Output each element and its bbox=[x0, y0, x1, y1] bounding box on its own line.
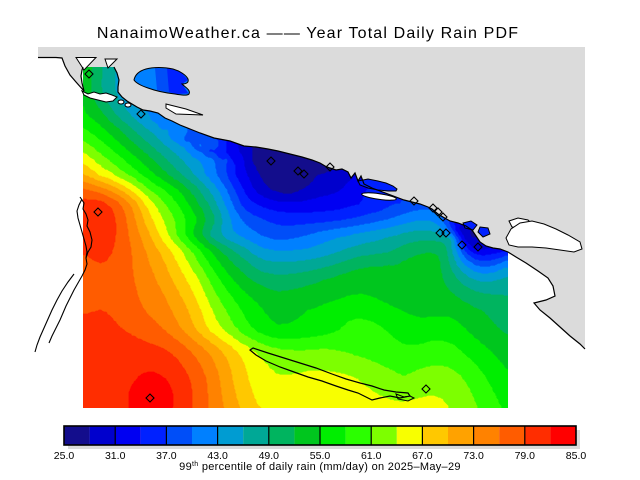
svg-text:55.0: 55.0 bbox=[310, 450, 331, 462]
svg-text:61.0: 61.0 bbox=[361, 450, 382, 462]
svg-text:43.0: 43.0 bbox=[207, 450, 228, 462]
svg-text:79.0: 79.0 bbox=[515, 450, 536, 462]
svg-text:99th percentile of daily rain: 99th percentile of daily rain (mm/day) o… bbox=[179, 461, 461, 473]
svg-text:NanaimoWeather.ca —— Year Tota: NanaimoWeather.ca —— Year Total Daily Ra… bbox=[97, 25, 519, 42]
svg-text:25.0: 25.0 bbox=[54, 450, 75, 462]
svg-text:37.0: 37.0 bbox=[156, 450, 177, 462]
svg-text:31.0: 31.0 bbox=[105, 450, 126, 462]
svg-text:49.0: 49.0 bbox=[259, 450, 280, 462]
svg-text:73.0: 73.0 bbox=[463, 450, 484, 462]
svg-text:67.0: 67.0 bbox=[412, 450, 433, 462]
svg-text:85.0: 85.0 bbox=[566, 450, 587, 462]
